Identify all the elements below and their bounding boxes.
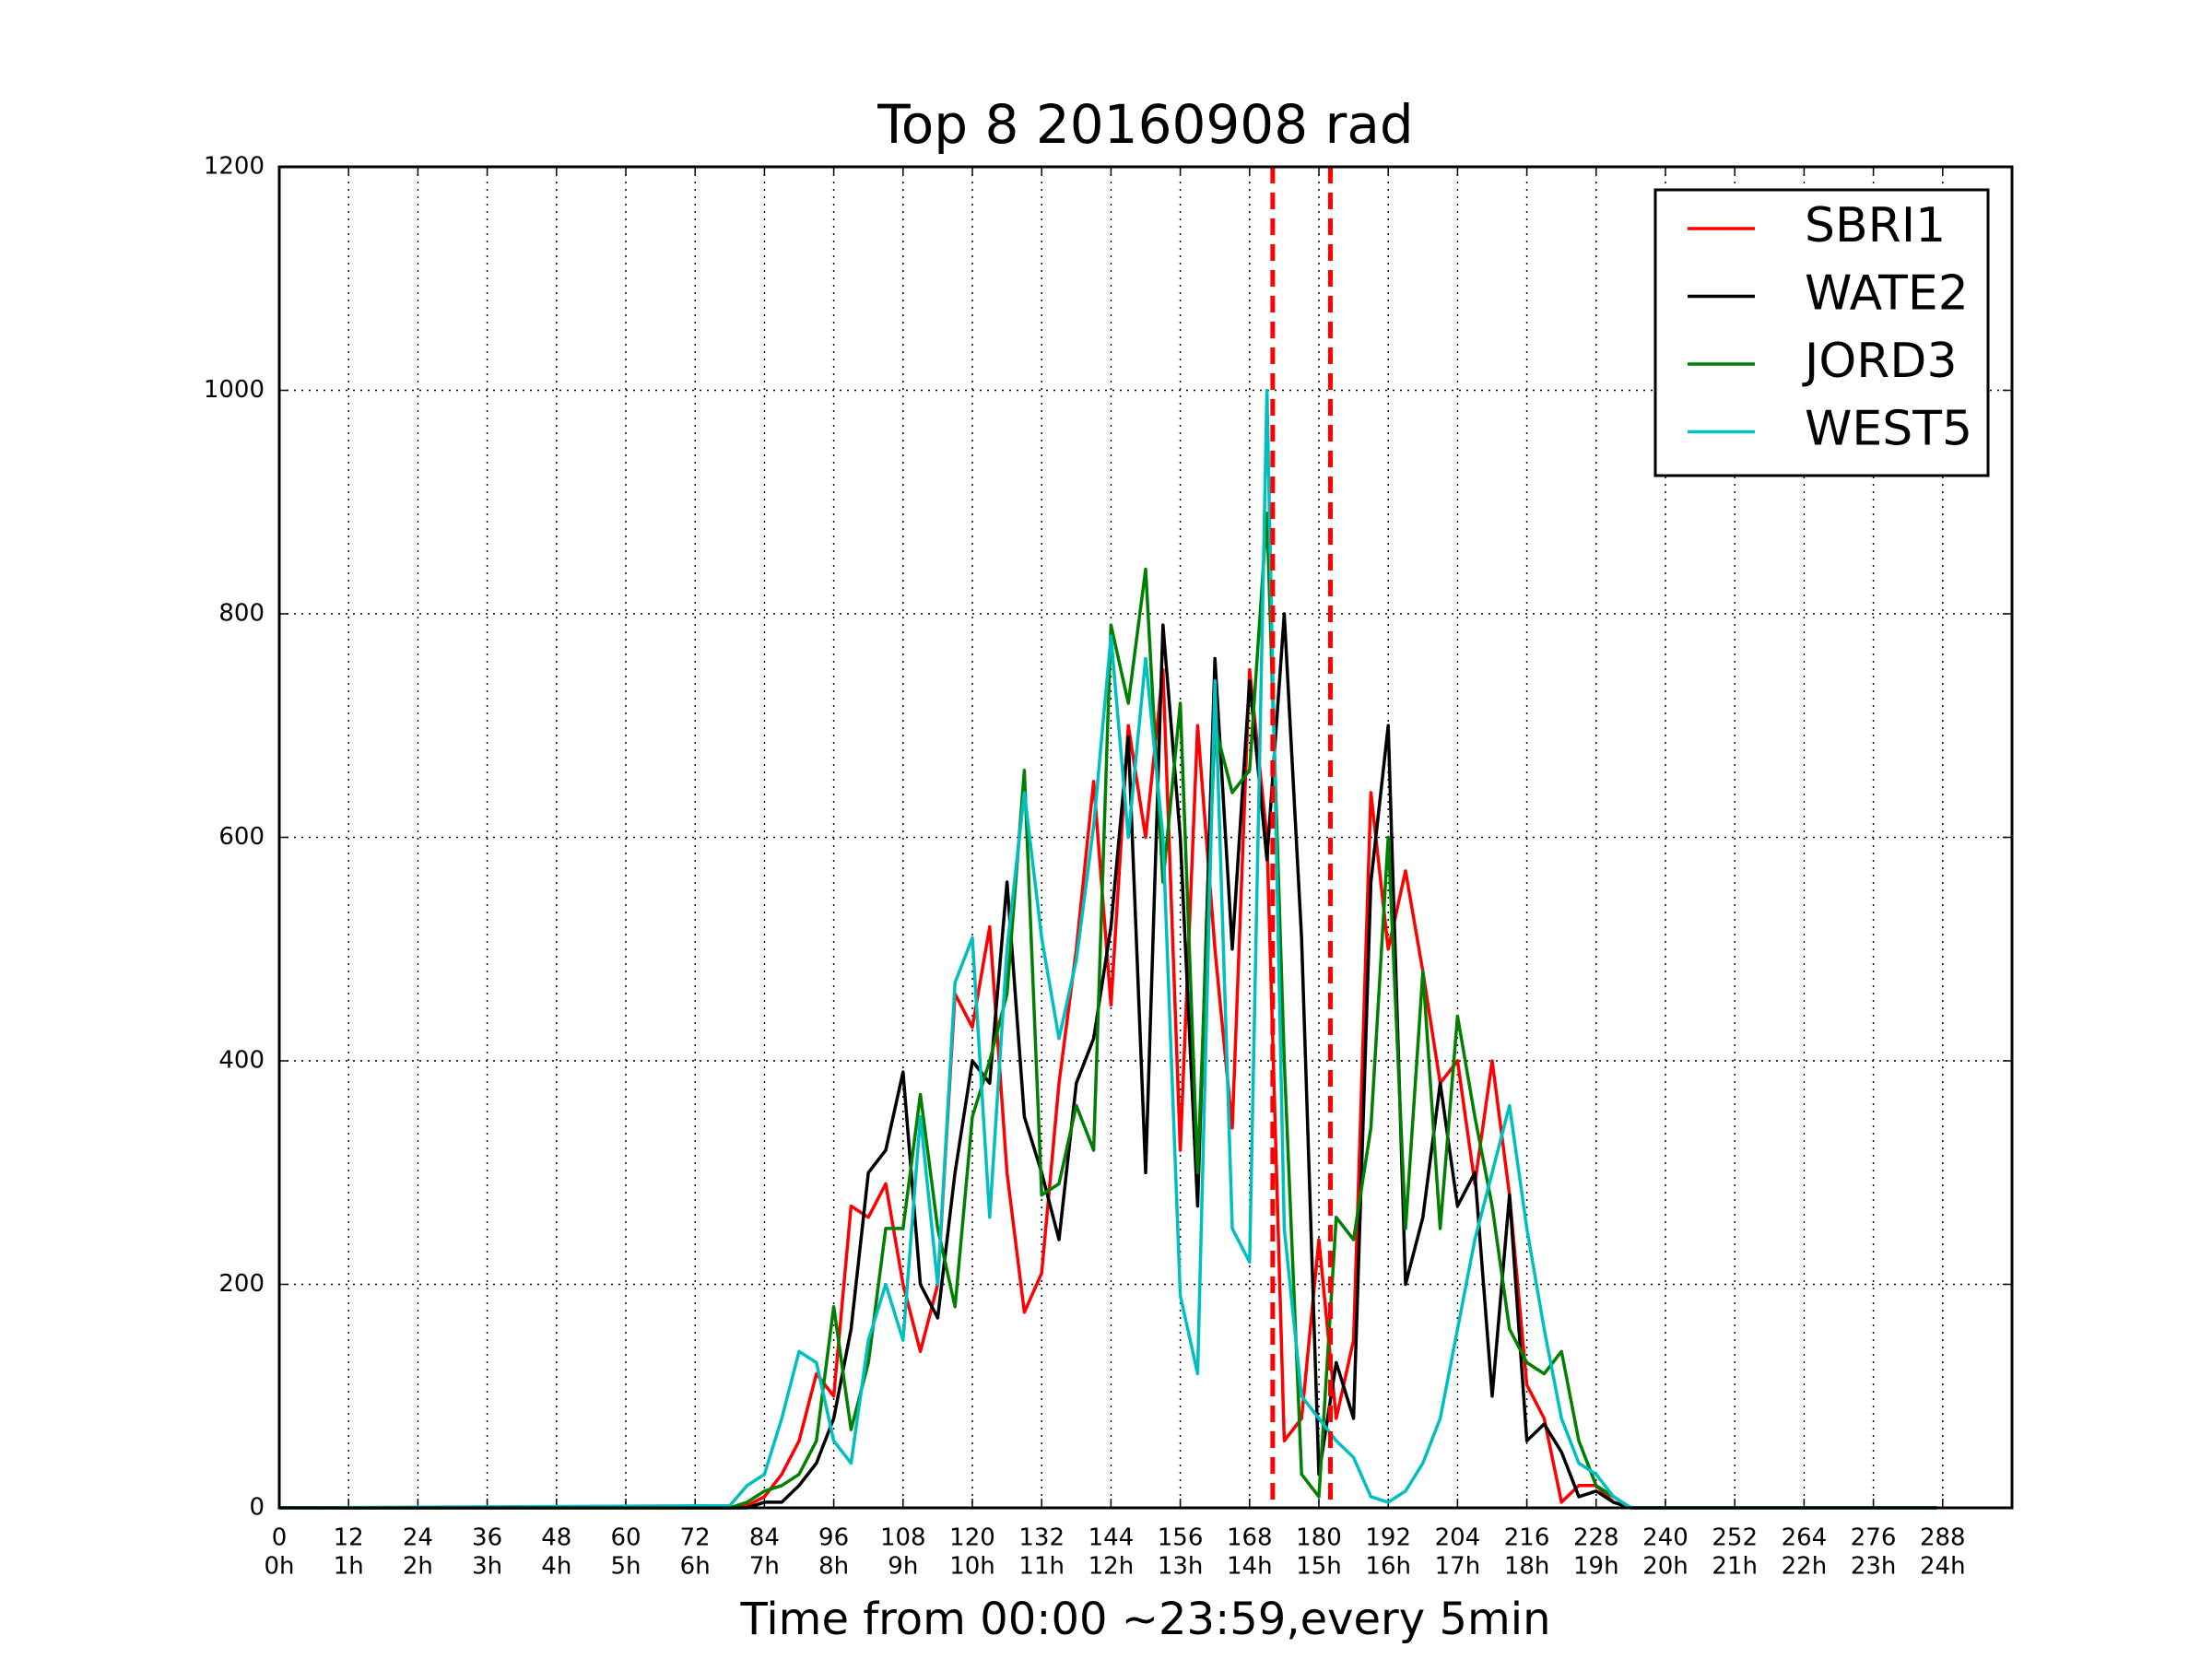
x-tick-label: 252 [1712,1524,1758,1552]
x-tick-hour-label: 22h [1782,1553,1828,1581]
x-tick-hour-label: 7h [749,1553,780,1581]
x-axis-label: Time from 00:00 ~23:59,every 5min [740,1594,1551,1645]
series-line [279,667,1937,1510]
x-tick-label: 288 [1920,1524,1966,1552]
y-tick-label: 200 [218,1270,265,1298]
x-tick-hour-label: 5h [610,1553,641,1581]
legend: SBRI1 WATE2 JORD3 WEST5 [1653,188,1990,477]
x-tick-hour-label: 24h [1920,1553,1966,1581]
x-tick-hour-label: 13h [1158,1553,1204,1581]
x-tick-hour-label: 4h [541,1553,571,1581]
x-tick-label: 156 [1158,1524,1204,1552]
y-tick-label: 0 [249,1494,265,1522]
x-tick-label: 60 [610,1524,641,1552]
x-tick-label: 84 [749,1524,780,1552]
x-tick-hour-label: 3h [472,1553,502,1581]
x-tick-hour-label: 10h [949,1553,995,1581]
x-tick-label: 0 [272,1524,288,1552]
x-tick-hour-label: 20h [1642,1553,1688,1581]
x-tick-hour-label: 2h [403,1553,433,1581]
legend-label: JORD3 [1802,334,1958,389]
x-tick-label: 192 [1365,1524,1411,1552]
x-tick-hour-label: 11h [1018,1553,1065,1581]
x-tick-label: 132 [1018,1524,1065,1552]
x-tick-label: 24 [403,1524,433,1552]
x-tick-label: 216 [1504,1524,1550,1552]
x-tick-hour-label: 15h [1296,1553,1342,1581]
legend-frame [1653,188,1990,477]
x-tick-label: 48 [541,1524,571,1552]
plot-frame [277,165,2014,1510]
y-tick-label: 1200 [204,153,265,181]
y-tick-label: 400 [218,1047,265,1075]
x-tick-hour-label: 1h [334,1553,364,1581]
x-tick-label: 96 [818,1524,849,1552]
y-tick-label: 1000 [204,376,265,404]
series-line [279,512,1937,1510]
x-tick-label: 120 [949,1524,995,1552]
x-tick-label: 36 [472,1524,502,1552]
x-tick-label: 264 [1782,1524,1828,1552]
x-tick-label: 144 [1088,1524,1135,1552]
x-tick-hour-label: 8h [818,1553,849,1581]
x-tick-hour-label: 0h [264,1553,294,1581]
x-tick-label: 180 [1296,1524,1342,1552]
legend-label: WATE2 [1805,266,1969,322]
x-tick-hour-label: 19h [1573,1553,1619,1581]
x-tick-hour-label: 16h [1365,1553,1411,1581]
x-tick-hour-label: 18h [1504,1553,1550,1581]
x-tick-hour-label: 17h [1435,1553,1481,1581]
series-line [278,388,1937,1510]
chart-title: Top 8 20160908 rad [877,93,1414,156]
x-tick-label: 204 [1435,1524,1481,1552]
y-tick-label: 800 [218,600,265,628]
x-tick-label: 240 [1642,1524,1688,1552]
x-tick-label: 228 [1573,1524,1619,1552]
legend-label: SBRI1 [1805,198,1946,253]
series-line [279,612,1937,1510]
legend-label: WEST5 [1805,402,1972,457]
x-tick-label: 108 [880,1524,926,1552]
x-tick-hour-label: 21h [1712,1553,1758,1581]
x-tick-hour-label: 12h [1088,1553,1135,1581]
x-tick-hour-label: 9h [888,1553,918,1581]
x-tick-label: 276 [1851,1524,1897,1552]
x-tick-hour-label: 23h [1851,1553,1897,1581]
x-tick-label: 12 [334,1524,364,1552]
x-tick-hour-label: 14h [1227,1553,1273,1581]
y-tick-label: 600 [218,823,265,851]
x-tick-label: 168 [1227,1524,1273,1552]
x-tick-label: 72 [680,1524,711,1552]
x-tick-hour-label: 6h [680,1553,711,1581]
